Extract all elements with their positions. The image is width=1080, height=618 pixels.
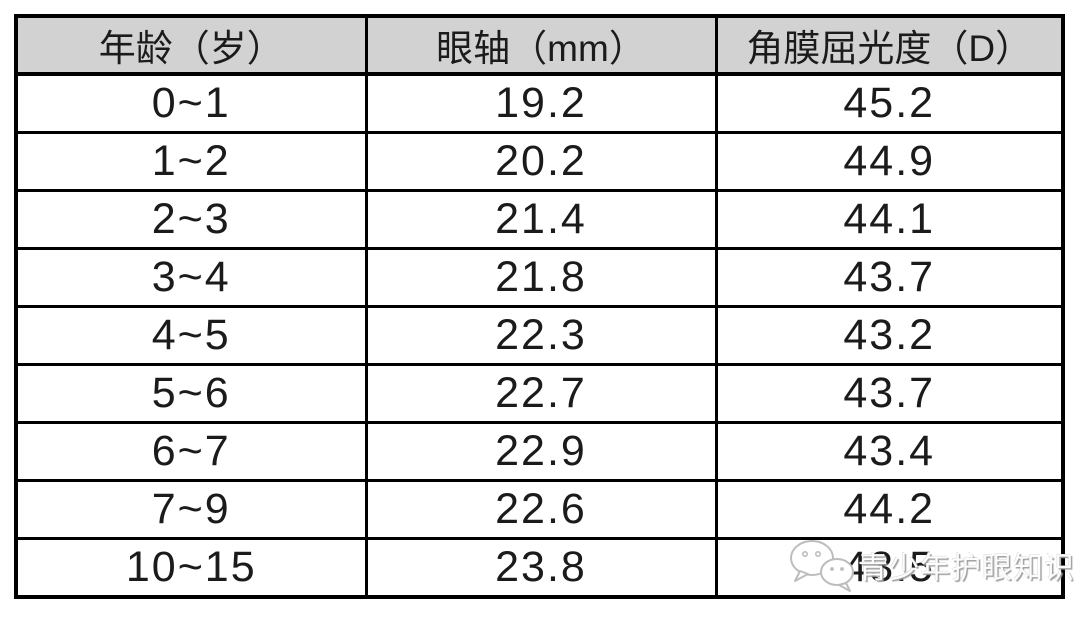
table-cell-corneal: 44.1 <box>714 189 1065 250</box>
table-row: 5~6 22.7 43.7 <box>14 363 1065 424</box>
table-cell-age: 5~6 <box>14 363 368 424</box>
table-cell-axial: 22.9 <box>364 421 718 482</box>
table-cell-age: 1~2 <box>14 131 368 192</box>
table-cell-corneal: 43.2 <box>714 305 1065 366</box>
table-cell-corneal: 44.9 <box>714 131 1065 192</box>
column-header-axial: 眼轴（mm） <box>364 14 718 76</box>
column-header-age: 年龄（岁） <box>14 14 368 76</box>
table-row: 10~15 23.8 43.5 <box>14 537 1065 599</box>
table-cell-corneal: 43.5 <box>714 537 1065 599</box>
age-eye-table: 年龄（岁） 眼轴（mm） 角膜屈光度（D） 0~1 19.2 45.2 1~2 … <box>14 14 1065 599</box>
table-cell-corneal: 43.7 <box>714 363 1065 424</box>
table-row: 6~7 22.9 43.4 <box>14 421 1065 482</box>
table-cell-age: 0~1 <box>14 72 368 134</box>
table-row: 1~2 20.2 44.9 <box>14 131 1065 192</box>
table-cell-age: 4~5 <box>14 305 368 366</box>
table-row: 3~4 21.8 43.7 <box>14 247 1065 308</box>
table-cell-corneal: 43.7 <box>714 247 1065 308</box>
table-cell-axial: 22.6 <box>364 479 718 540</box>
table-cell-corneal: 45.2 <box>714 72 1065 134</box>
header-row: 年龄（岁） 眼轴（mm） 角膜屈光度（D） <box>14 14 1065 76</box>
table-cell-axial: 21.4 <box>364 189 718 250</box>
table-cell-axial: 22.7 <box>364 363 718 424</box>
table-cell-axial: 19.2 <box>364 72 718 134</box>
table-cell-axial: 20.2 <box>364 131 718 192</box>
table-cell-axial: 22.3 <box>364 305 718 366</box>
table-cell-age: 3~4 <box>14 247 368 308</box>
table-row: 4~5 22.3 43.2 <box>14 305 1065 366</box>
table-row: 7~9 22.6 44.2 <box>14 479 1065 540</box>
table-row: 0~1 19.2 45.2 <box>14 72 1065 134</box>
table-cell-corneal: 44.2 <box>714 479 1065 540</box>
column-header-corneal: 角膜屈光度（D） <box>714 14 1065 76</box>
table-cell-age: 10~15 <box>14 537 368 599</box>
table-row: 2~3 21.4 44.1 <box>14 189 1065 250</box>
table-cell-axial: 23.8 <box>364 537 718 599</box>
table-cell-corneal: 43.4 <box>714 421 1065 482</box>
table-cell-axial: 21.8 <box>364 247 718 308</box>
table-cell-age: 7~9 <box>14 479 368 540</box>
table-cell-age: 6~7 <box>14 421 368 482</box>
table-cell-age: 2~3 <box>14 189 368 250</box>
